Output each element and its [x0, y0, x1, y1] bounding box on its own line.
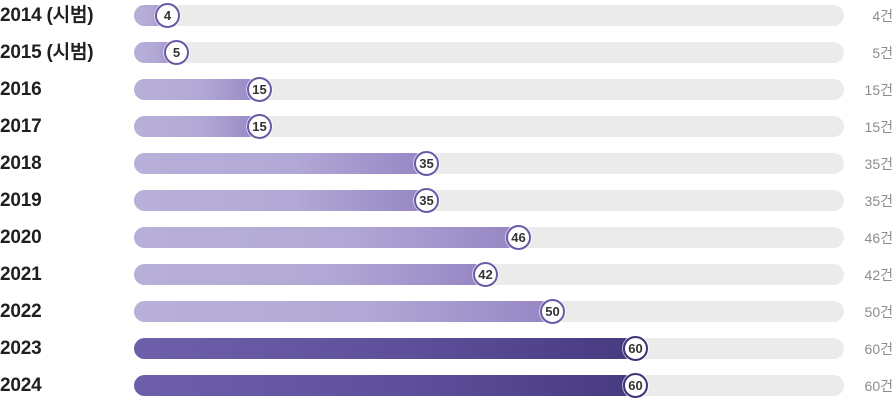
value-bubble: 50	[540, 299, 565, 324]
value-bubble: 42	[473, 262, 498, 287]
bar-row: 2018 35 35건	[0, 149, 893, 179]
bar	[134, 375, 635, 396]
value-bubble: 60	[623, 336, 648, 361]
category-label: 2017	[0, 116, 42, 137]
bar-row: 2017 15 15건	[0, 112, 893, 142]
bar-track: 60	[134, 373, 844, 398]
category-label: 2015 (시범)	[0, 42, 94, 63]
bar-track: 50	[134, 299, 844, 324]
bar-row: 2023 60 60건	[0, 334, 893, 364]
bar-track: 46	[134, 225, 844, 250]
bar-row: 2024 60 60건	[0, 371, 893, 401]
value-bubble: 15	[247, 114, 272, 139]
value-bubble: 4	[155, 3, 180, 28]
count-label: 60건	[864, 378, 893, 394]
category-label: 2019	[0, 190, 42, 211]
bar-row: 2022 50 50건	[0, 297, 893, 327]
bar-track: 35	[134, 188, 844, 213]
category-label: 2024	[0, 375, 42, 396]
category-label: 2023	[0, 338, 42, 359]
bar-row: 2020 46 46건	[0, 223, 893, 253]
category-label: 2016	[0, 79, 42, 100]
category-label: 2022	[0, 301, 42, 322]
value-bubble: 60	[623, 373, 648, 398]
count-label: 46건	[864, 230, 893, 246]
bar	[134, 153, 426, 174]
bar-track: 35	[134, 151, 844, 176]
bar-track: 60	[134, 336, 844, 361]
category-label: 2014 (시범)	[0, 5, 94, 26]
bar-track: 4	[134, 3, 844, 28]
count-label: 60건	[864, 341, 893, 357]
value-bubble: 46	[506, 225, 531, 250]
count-label: 35건	[864, 156, 893, 172]
bar	[134, 190, 426, 211]
bar	[134, 338, 635, 359]
count-label: 4건	[872, 8, 893, 24]
count-label: 42건	[864, 267, 893, 283]
category-label: 2021	[0, 264, 42, 285]
bar-track: 15	[134, 77, 844, 102]
bar-track: 15	[134, 114, 844, 139]
count-label: 15건	[864, 119, 893, 135]
bar-row: 2014 (시범) 4 4건	[0, 1, 893, 31]
value-bubble: 15	[247, 77, 272, 102]
category-label: 2020	[0, 227, 42, 248]
bar-row: 2015 (시범) 5 5건	[0, 38, 893, 68]
count-label: 5건	[872, 45, 893, 61]
bar-row: 2021 42 42건	[0, 260, 893, 290]
bar	[134, 264, 485, 285]
bar-row: 2016 15 15건	[0, 75, 893, 105]
value-bubble: 35	[414, 188, 439, 213]
bar	[134, 301, 552, 322]
category-label: 2018	[0, 153, 42, 174]
bar-track: 42	[134, 262, 844, 287]
bar	[134, 227, 518, 248]
value-bubble: 5	[164, 40, 189, 65]
count-label: 15건	[864, 82, 893, 98]
value-bubble: 35	[414, 151, 439, 176]
bar-row: 2019 35 35건	[0, 186, 893, 216]
count-label: 35건	[864, 193, 893, 209]
count-label: 50건	[864, 304, 893, 320]
bar	[134, 116, 259, 137]
bar-track: 5	[134, 40, 844, 65]
bar	[134, 79, 259, 100]
